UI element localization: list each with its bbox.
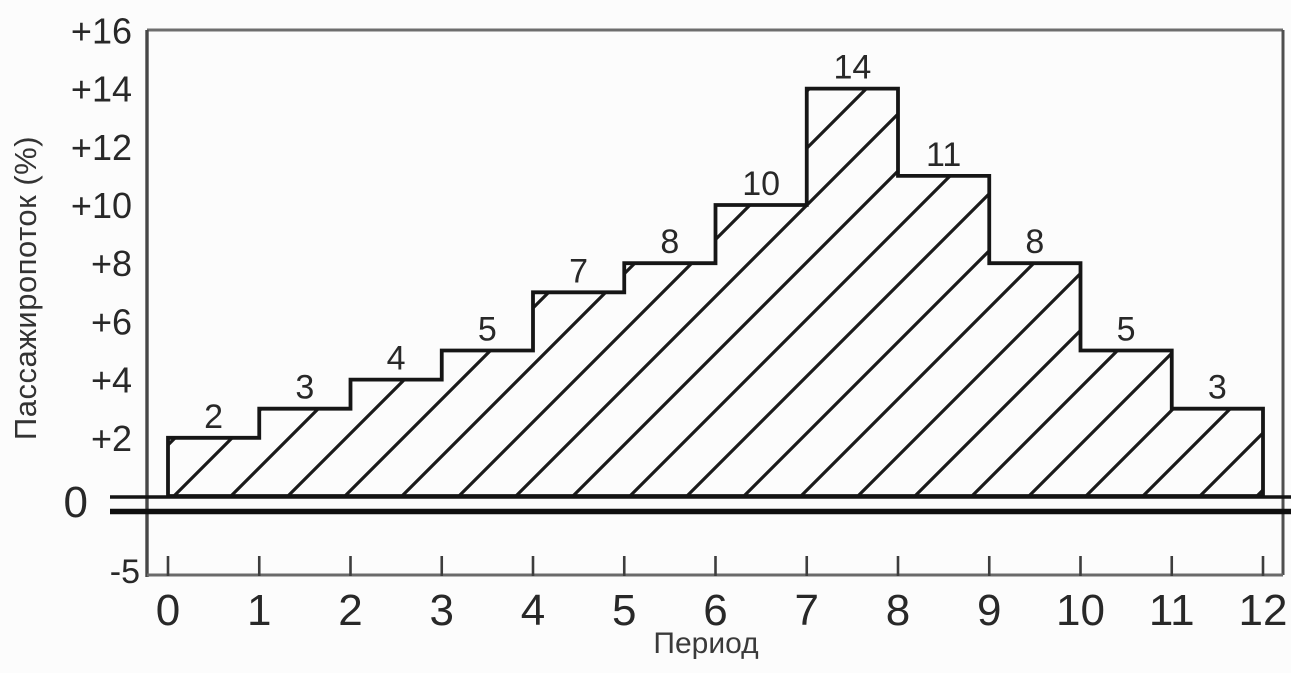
x-tick-label: 8 xyxy=(886,586,910,635)
x-tick-label: 10 xyxy=(1056,586,1105,635)
x-tick-label: 3 xyxy=(430,586,454,635)
x-tick-label: 5 xyxy=(612,586,636,635)
x-tick-label: 1 xyxy=(247,586,271,635)
bar-value-label: 5 xyxy=(478,311,497,349)
y-tick-label: +10 xyxy=(71,185,132,226)
x-tick-label: 11 xyxy=(1149,586,1195,635)
x-tick-label: 2 xyxy=(338,586,362,635)
bar-value-label: 14 xyxy=(833,49,871,87)
bar-value-label: 7 xyxy=(569,252,588,290)
bar-value-label: 2 xyxy=(204,398,223,436)
bar-value-label: 3 xyxy=(295,369,314,407)
y-tick-label: +2 xyxy=(91,418,132,459)
x-tick-label: 0 xyxy=(156,586,180,635)
y-tick-label: +12 xyxy=(71,127,132,168)
y-tick-label: +14 xyxy=(71,69,132,110)
bar-value-label: 8 xyxy=(1025,223,1044,261)
bar-value-label: 8 xyxy=(660,223,679,261)
x-tick-label: 4 xyxy=(521,586,545,635)
x-tick-label: 12 xyxy=(1239,586,1288,635)
y-tick-label: +8 xyxy=(91,243,132,284)
y-tick-label: 0 xyxy=(64,478,88,527)
x-tick-label: 6 xyxy=(703,586,727,635)
bar-value-label: 10 xyxy=(742,165,780,203)
y-tick-label: +6 xyxy=(91,301,132,342)
bar-value-label: 4 xyxy=(387,340,406,378)
x-tick-label: 7 xyxy=(795,586,819,635)
y-tick-label: -5 xyxy=(110,553,140,591)
bar-value-label: 3 xyxy=(1208,369,1227,407)
x-axis-title: Период xyxy=(653,627,759,660)
flow-step-area xyxy=(166,86,1265,498)
y-tick-label: +4 xyxy=(91,360,132,401)
bar-value-label: 5 xyxy=(1117,311,1136,349)
x-tick-label: 9 xyxy=(977,586,1001,635)
y-axis-title: Пассажиропоток (%) xyxy=(8,135,43,441)
bar-value-label: 11 xyxy=(926,136,961,174)
y-tick-label: +16 xyxy=(71,10,132,51)
